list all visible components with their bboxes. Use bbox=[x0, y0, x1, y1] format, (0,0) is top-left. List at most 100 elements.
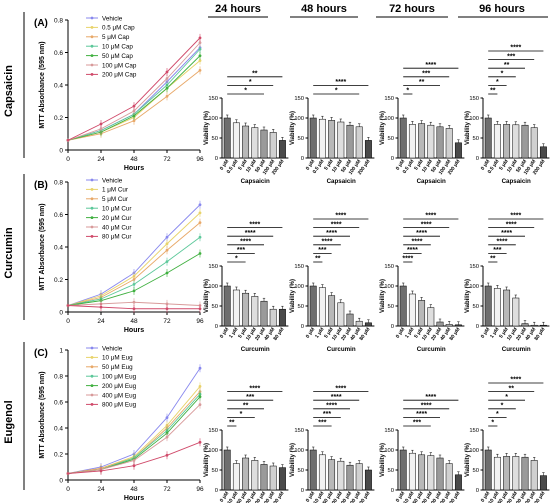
y-axis-label: MTT Absorbance (595 nm) bbox=[39, 41, 46, 128]
data-point bbox=[165, 86, 169, 90]
bar bbox=[278, 467, 286, 491]
y-tick-label: 150 bbox=[384, 96, 394, 102]
bar bbox=[521, 124, 529, 159]
legend: Vehicle 0.5 μM Cap 5 μM Cap 10 μM Cap 50 μM … bbox=[86, 15, 137, 79]
x-axis-label: Curcumin bbox=[417, 346, 446, 353]
y-tick-label: 150 bbox=[294, 264, 304, 270]
legend-marker bbox=[90, 365, 94, 369]
data-point bbox=[66, 304, 70, 307]
y-tick-label: 150 bbox=[469, 264, 479, 270]
data-point bbox=[99, 122, 103, 126]
y-axis-label: Viability (%) bbox=[204, 279, 210, 313]
y-tick-label: 50 bbox=[473, 136, 479, 142]
x-tick-label: 72 bbox=[163, 318, 171, 325]
data-point bbox=[198, 221, 202, 225]
y-tick-label: 100 bbox=[294, 448, 304, 454]
bar bbox=[364, 322, 372, 327]
significance-label: **** bbox=[335, 213, 346, 220]
x-tick-label: 24 bbox=[97, 318, 105, 325]
x-axis-label: Capsaicin bbox=[241, 178, 270, 185]
significance-label: **** bbox=[326, 403, 337, 410]
y-axis-label: Viability (%) bbox=[465, 279, 471, 313]
legend-marker bbox=[90, 63, 94, 67]
header-72-hours: 72 hours bbox=[389, 3, 435, 15]
category-label: 0 μM bbox=[480, 491, 491, 503]
y-tick-label: 1 bbox=[59, 348, 63, 355]
category-label: 5 μM bbox=[498, 327, 509, 340]
bar bbox=[445, 324, 453, 327]
data-point bbox=[132, 114, 136, 118]
bar bbox=[512, 297, 520, 327]
y-tick-label: 100 bbox=[294, 284, 304, 290]
significance-label: * bbox=[496, 411, 499, 418]
bar bbox=[242, 292, 250, 327]
bar bbox=[454, 474, 462, 491]
significance-label: ** bbox=[252, 71, 258, 78]
category-label: 0 μM bbox=[219, 327, 230, 340]
significance-label: **** bbox=[425, 62, 436, 69]
significance-label: **** bbox=[421, 221, 432, 228]
bar bbox=[346, 124, 354, 159]
legend-entry: 50 μM Eug bbox=[102, 364, 133, 371]
y-tick-label: 0.2 bbox=[54, 277, 63, 284]
bar bbox=[408, 293, 416, 327]
y-axis-label: MTT Absorbance (595 nm) bbox=[39, 203, 46, 290]
x-tick-label: 72 bbox=[163, 486, 171, 493]
category-label: 5 μM bbox=[323, 327, 334, 340]
data-point bbox=[198, 211, 202, 215]
bar bbox=[232, 289, 240, 327]
data-point bbox=[165, 242, 169, 246]
bar bbox=[260, 300, 268, 327]
bar bbox=[521, 323, 529, 327]
significance-label: **** bbox=[421, 403, 432, 410]
data-point bbox=[198, 385, 202, 388]
header-24-hours: 24 hours bbox=[215, 3, 261, 15]
y-tick-label: 0 bbox=[301, 488, 304, 494]
significance-label: * bbox=[249, 79, 252, 86]
legend-marker bbox=[90, 225, 94, 229]
row-label: Capsaicin bbox=[3, 65, 15, 117]
significance-label: **** bbox=[497, 239, 508, 246]
data-point bbox=[165, 271, 169, 275]
x-tick-label: 96 bbox=[196, 486, 204, 493]
x-tick-label: 96 bbox=[196, 156, 204, 163]
legend-entry: 800 μM Eug bbox=[102, 402, 137, 409]
category-label: 5 μM bbox=[413, 327, 424, 340]
bar bbox=[355, 463, 363, 491]
significance-label: *** bbox=[422, 71, 430, 78]
y-tick-label: 150 bbox=[208, 428, 218, 434]
y-tick-label: 0.2 bbox=[54, 452, 63, 459]
significance-label: * bbox=[491, 420, 494, 427]
x-axis-label: Hours bbox=[124, 165, 144, 172]
data-point bbox=[132, 119, 136, 123]
significance-label: **** bbox=[416, 230, 427, 237]
bar bbox=[427, 307, 435, 327]
bar bbox=[251, 296, 259, 327]
x-axis-label: Hours bbox=[124, 327, 144, 334]
legend-entry: 1 μM Cur bbox=[102, 187, 128, 194]
bar bbox=[493, 288, 501, 327]
data-point bbox=[99, 127, 103, 131]
x-axis-label: Curcumin bbox=[327, 346, 356, 353]
data-point bbox=[198, 59, 202, 63]
data-point bbox=[132, 104, 136, 108]
bar bbox=[445, 128, 453, 159]
category-label: 1 μM bbox=[404, 327, 415, 340]
y-axis-label: Viability (%) bbox=[465, 111, 471, 145]
significance-label: ** bbox=[315, 256, 321, 263]
category-label: 0 μM bbox=[395, 491, 406, 503]
data-point bbox=[66, 138, 70, 142]
significance-label: *** bbox=[507, 53, 515, 60]
bar bbox=[399, 117, 407, 159]
bar bbox=[436, 457, 444, 491]
y-axis-label: Viability (%) bbox=[465, 443, 471, 477]
significance-label: * bbox=[501, 71, 504, 78]
data-point bbox=[198, 403, 202, 406]
y-tick-label: 100 bbox=[469, 116, 479, 122]
